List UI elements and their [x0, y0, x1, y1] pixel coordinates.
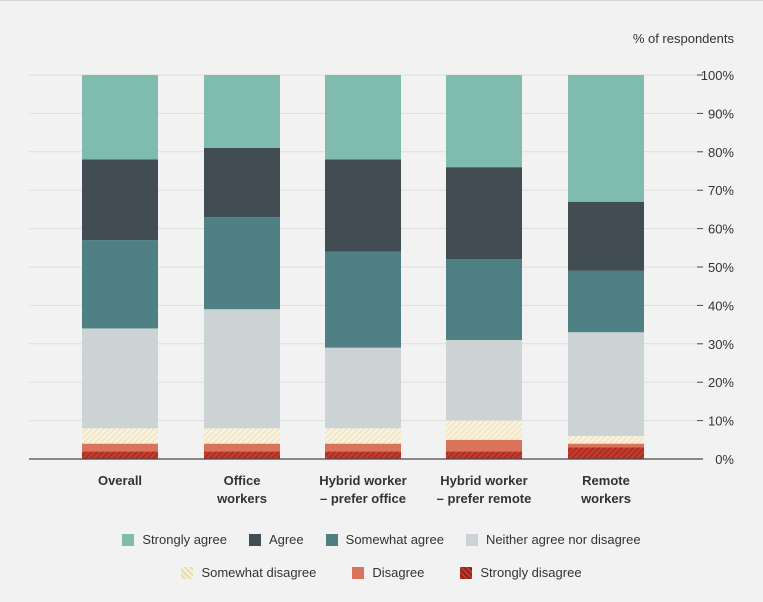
legend-item-agree: Agree [248, 532, 304, 547]
bar-segment-somewhat-agree [446, 259, 522, 340]
bar-segment-somewhat-disagree [82, 428, 158, 444]
legend-item-disagree: Disagree [352, 565, 424, 580]
y-tick-label: 90% [708, 106, 734, 121]
legend-label: Strongly disagree [480, 565, 582, 580]
bar-segment-strongly-disagree [568, 447, 644, 459]
bar-segment-strongly-agree [446, 75, 522, 168]
bar-segment-agree [568, 201, 644, 271]
bar-segment-agree [204, 147, 280, 218]
bar-segment-strongly-disagree [325, 451, 401, 459]
bar-segment-strongly-disagree [204, 451, 280, 459]
bar-segment-disagree [325, 443, 401, 452]
x-category-label: Office workers [216, 473, 267, 506]
y-tick-label: 50% [708, 260, 734, 275]
bar-segment-somewhat-disagree [204, 428, 280, 444]
bar-segment-agree [446, 167, 522, 260]
y-tick-label: 60% [708, 222, 734, 237]
y-tick-label: 70% [708, 183, 734, 198]
bar-segment-disagree [446, 439, 522, 452]
y-tick-label: 10% [708, 414, 734, 429]
bar-segment-neither-agree-nor-disagree [568, 332, 644, 436]
legend-label: Neither agree nor disagree [485, 532, 641, 547]
legend-item-somewhat-disagree: Somewhat disagree [181, 565, 316, 580]
bar-segment-neither-agree-nor-disagree [325, 347, 401, 429]
legend-swatch-neither [465, 533, 478, 546]
bar-segment-strongly-disagree [446, 451, 522, 459]
bar-segment-somewhat-disagree [446, 420, 522, 440]
bar-segment-somewhat-disagree [568, 435, 644, 444]
y-tick-label: 100% [701, 68, 735, 83]
bar-segment-strongly-agree [82, 75, 158, 160]
bar-segment-strongly-agree [325, 75, 401, 160]
legend-item-somewhat-agree: Somewhat agree [325, 532, 444, 547]
legend-swatch-strongly-agree [122, 533, 135, 546]
legend-swatch-somewhat-disagree [181, 566, 194, 579]
bar-segment-somewhat-agree [204, 217, 280, 310]
legend-label: Somewhat agree [345, 532, 444, 547]
legend-label: Strongly agree [142, 532, 227, 547]
axes: 0% 10% 20% 30% 40% 50% 60% 70% 80% 90% 100% Overall… [29, 68, 734, 506]
legend-item-strongly-agree: Strongly agree [122, 532, 227, 547]
legend-swatch-disagree [352, 566, 365, 579]
legend-item-strongly-disagree: Strongly disagree [460, 565, 582, 580]
x-category-label: Overall [98, 473, 142, 488]
y-tick-label: 0% [715, 452, 734, 467]
bar-segment-somewhat-disagree [325, 428, 401, 444]
x-category-label: Remote workers [580, 473, 631, 506]
bar-segment-disagree [82, 443, 158, 452]
bar-segment-disagree [568, 443, 644, 448]
bar-segment-somewhat-agree [325, 251, 401, 348]
legend-label: Disagree [372, 565, 425, 580]
bar-segment-agree [82, 159, 158, 241]
bar-segment-strongly-disagree [82, 451, 158, 459]
x-category-label: Hybrid worker – prefer remote [437, 473, 532, 506]
legend-label: Agree [268, 532, 304, 547]
y-tick-label: 30% [708, 337, 734, 352]
bar-segment-somewhat-agree [568, 270, 644, 333]
legend-row-1: Strongly agree Agree Somewhat agree Neit… [0, 532, 763, 547]
x-category-label: Hybrid worker – prefer office [319, 473, 406, 506]
bar-segment-strongly-agree [568, 75, 644, 202]
y-tick-label: 40% [708, 298, 734, 313]
bar-segment-neither-agree-nor-disagree [446, 339, 522, 421]
y-axis-unit-label: % of respondents [632, 31, 734, 46]
bar-segment-somewhat-agree [82, 240, 158, 329]
bar-segment-agree [325, 159, 401, 252]
y-tick-label: 20% [708, 375, 734, 390]
y-tick-label: 80% [708, 145, 734, 160]
legend-swatch-somewhat-agree [325, 533, 338, 546]
bars [82, 75, 644, 459]
bar-segment-disagree [204, 443, 280, 452]
bar-segment-strongly-agree [204, 75, 280, 148]
top-border [0, 0, 763, 1]
legend-row-2: Somewhat disagree Disagree Strongly disa… [0, 565, 763, 580]
legend-swatch-agree [248, 533, 261, 546]
bar-segment-neither-agree-nor-disagree [204, 309, 280, 429]
legend-item-neither: Neither agree nor disagree [465, 532, 641, 547]
legend-label: Somewhat disagree [201, 565, 317, 580]
bar-segment-neither-agree-nor-disagree [82, 328, 158, 429]
legend-swatch-strongly-disagree [460, 566, 473, 579]
